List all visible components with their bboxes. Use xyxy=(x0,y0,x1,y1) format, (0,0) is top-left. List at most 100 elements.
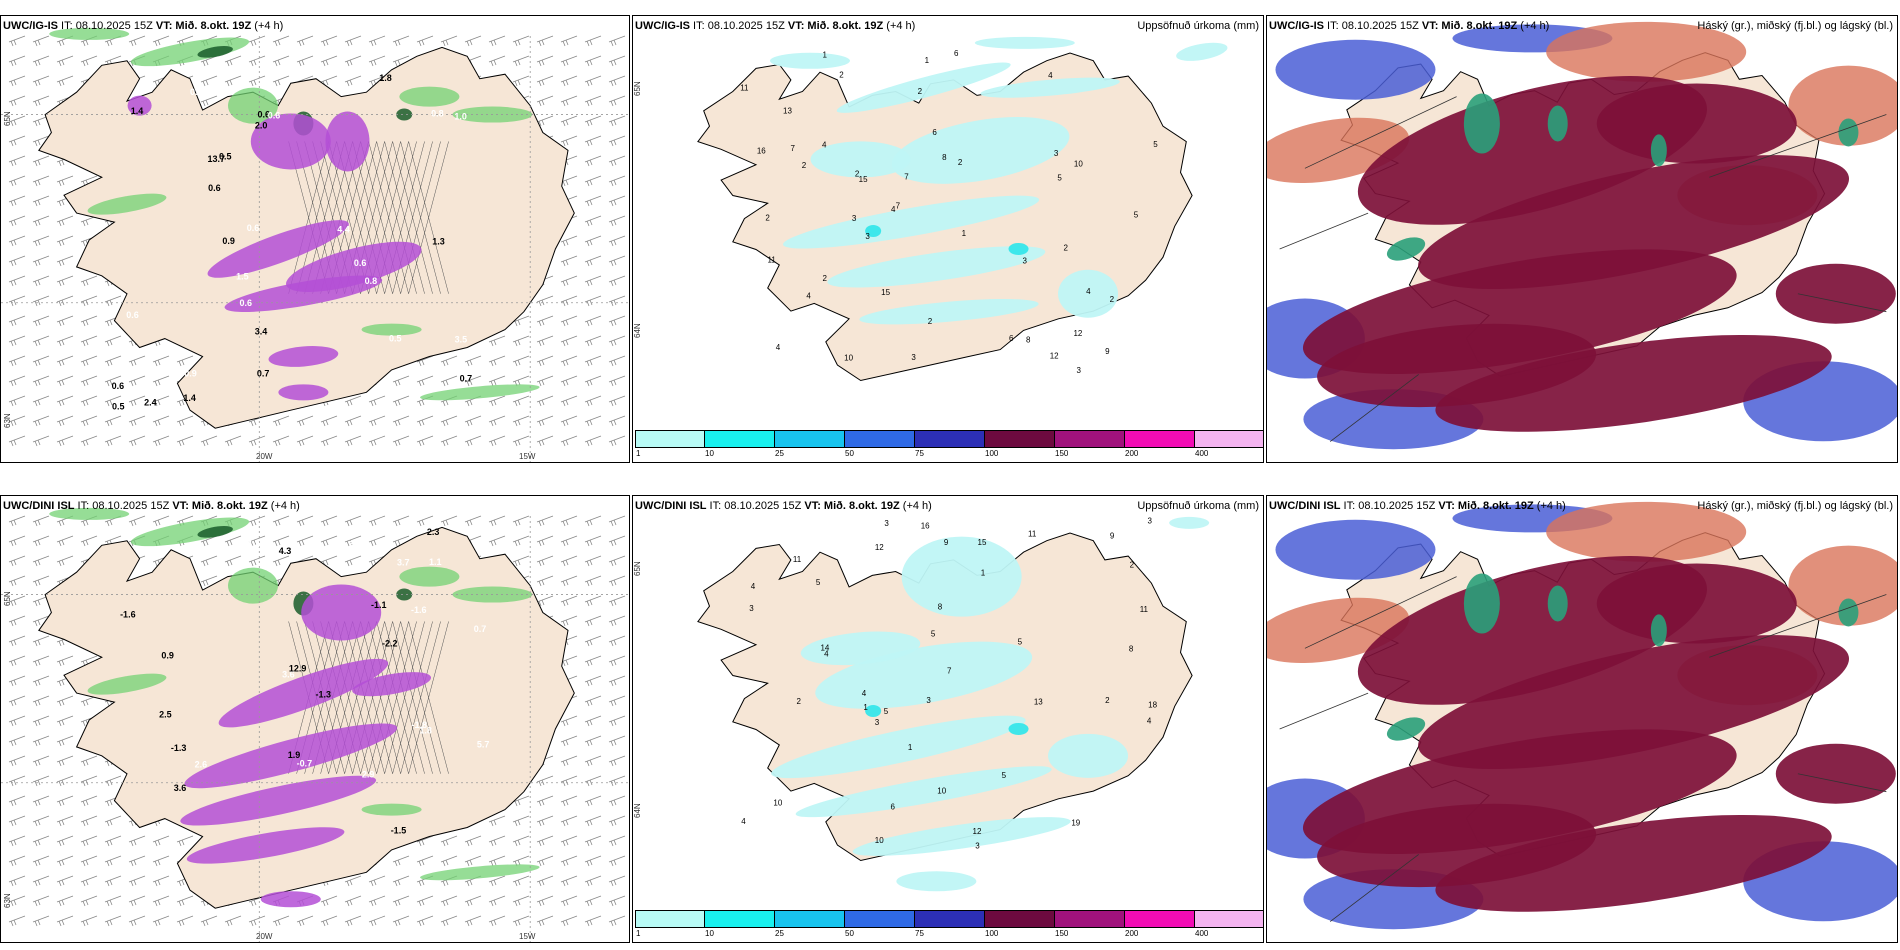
low-cloud-area xyxy=(1275,519,1436,580)
wind-barb-icon xyxy=(608,675,626,687)
wind-barb-icon xyxy=(344,555,362,567)
panel-title: UWC/IG-IS IT: 08.10.2025 15Z VT: Mið. 8.… xyxy=(3,20,283,32)
wind-barb-icon xyxy=(608,915,626,927)
wind-barb-icon xyxy=(608,655,626,667)
wind-barb-icon xyxy=(56,915,74,927)
precip-value-label: 1 xyxy=(981,569,986,578)
colorbar-swatch: 100 xyxy=(985,910,1055,938)
value-label: 3.5 xyxy=(455,334,468,344)
wind-barb-icon xyxy=(128,895,146,907)
wind-barb-icon xyxy=(536,75,554,87)
precip-core xyxy=(396,588,413,601)
precip-value-label: 2 xyxy=(958,158,963,167)
wind-barb-icon xyxy=(608,535,626,547)
wind-barb-icon xyxy=(8,635,26,647)
wind-barb-icon xyxy=(560,255,578,267)
wind-barb-icon xyxy=(368,895,386,907)
wind-barb-icon xyxy=(536,555,554,567)
wind-barb-icon xyxy=(128,915,146,927)
precip-value-label: 3 xyxy=(884,519,889,528)
wind-precip-map-panel: UWC/IG-IS IT: 08.10.2025 15Z VT: Mið. 8.… xyxy=(0,15,630,463)
wind-barb-icon xyxy=(80,535,98,547)
precip-accum-area xyxy=(836,62,1011,113)
wind-barb-icon xyxy=(272,915,290,927)
wind-barb-icon xyxy=(488,375,506,387)
value-label: 1.8 xyxy=(419,725,432,735)
wind-barb-icon xyxy=(536,115,554,127)
lon-label: 20W xyxy=(256,932,273,941)
wind-barb-icon xyxy=(608,435,626,447)
wind-barb-icon xyxy=(32,735,50,747)
precip-core xyxy=(396,108,413,121)
wind-barb-icon xyxy=(32,555,50,567)
wind-barb-icon xyxy=(536,535,554,547)
wind-barb-icon xyxy=(536,855,554,867)
value-label: 3.7 xyxy=(397,557,410,567)
wind-barb-icon xyxy=(584,615,602,627)
wind-barb-icon xyxy=(128,835,146,847)
mid-cloud-area xyxy=(1317,323,1597,408)
convective-cloud-area xyxy=(1463,573,1500,634)
wind-barb-icon xyxy=(128,875,146,887)
precip-accum-area xyxy=(800,631,921,666)
value-label: 0.7 xyxy=(460,374,473,384)
precip-value-label: 5 xyxy=(1057,173,1062,182)
precip-value-label: 3 xyxy=(911,353,916,362)
wind-barb-icon xyxy=(248,55,266,67)
precip-value-label: 1 xyxy=(962,229,967,238)
wind-barb-icon xyxy=(368,915,386,927)
wind-barb-icon xyxy=(512,555,530,567)
wind-barb-icon xyxy=(152,435,170,447)
wind-barb-icon xyxy=(8,215,26,227)
wind-barb-icon xyxy=(584,695,602,707)
wind-barb-icon xyxy=(560,55,578,67)
border-line xyxy=(1709,114,1887,178)
wind-barb-icon xyxy=(248,515,266,527)
value-label: 0.8 xyxy=(365,276,378,286)
lat-label: 64N xyxy=(633,323,642,338)
wind-barb-icon xyxy=(608,875,626,887)
model-name: UWC/IG-IS xyxy=(3,20,58,32)
precip-value-label: 15 xyxy=(859,175,868,184)
wind-barb-icon xyxy=(8,295,26,307)
wind-barb-icon xyxy=(32,95,50,107)
border-line xyxy=(1797,773,1887,793)
precip-value-label: 12 xyxy=(875,543,884,552)
wind-barb-icon xyxy=(440,355,458,367)
wind-barb-icon xyxy=(8,715,26,727)
wind-barb-icon xyxy=(104,875,122,887)
wind-barb-icon xyxy=(32,775,50,787)
precip-area xyxy=(228,567,278,604)
wind-precip-map-panel: UWC/DINI ISL IT: 08.10.2025 15Z VT: Mið.… xyxy=(0,495,630,943)
wind-barb-icon xyxy=(608,35,626,47)
wind-barb-icon xyxy=(8,675,26,687)
map-canvas xyxy=(1267,501,1897,942)
map-canvas: 1128241410118101145459733364431181315161… xyxy=(697,516,1210,892)
precip-value-label: 3 xyxy=(749,604,754,613)
wind-barb-icon xyxy=(56,175,74,187)
lon-label: 15W xyxy=(519,452,536,461)
wind-barb-icon xyxy=(608,595,626,607)
precip-value-label: 7 xyxy=(896,201,901,210)
wind-barb-icon xyxy=(368,395,386,407)
wind-barb-icon xyxy=(464,895,482,907)
colorbar-tick-label: 400 xyxy=(1195,449,1209,458)
colorbar-swatch: 1 xyxy=(635,910,705,938)
valid-time: VT: Mið. 8.okt. 19Z xyxy=(1421,20,1518,32)
colorbar-swatch: 50 xyxy=(845,430,915,458)
wind-barb-icon xyxy=(56,335,74,347)
colorbar-swatch: 50 xyxy=(845,910,915,938)
wind-barb-icon xyxy=(80,835,98,847)
colorbar-swatch: 200 xyxy=(1125,430,1195,458)
wind-barb-icon xyxy=(224,535,242,547)
wind-barb-icon xyxy=(512,895,530,907)
value-label: -1.6 xyxy=(120,610,136,620)
wind-barb-icon xyxy=(584,395,602,407)
value-label: 2.9 xyxy=(362,770,375,780)
precip-value-label: 8 xyxy=(938,603,943,612)
wind-barb-icon xyxy=(32,575,50,587)
wind-barb-icon xyxy=(584,75,602,87)
colorbar-legend: 1 10 25 50 75 100 150 200 400 xyxy=(635,430,1263,460)
wind-barb-icon xyxy=(488,35,506,47)
colorbar-tick-label: 25 xyxy=(775,929,784,938)
